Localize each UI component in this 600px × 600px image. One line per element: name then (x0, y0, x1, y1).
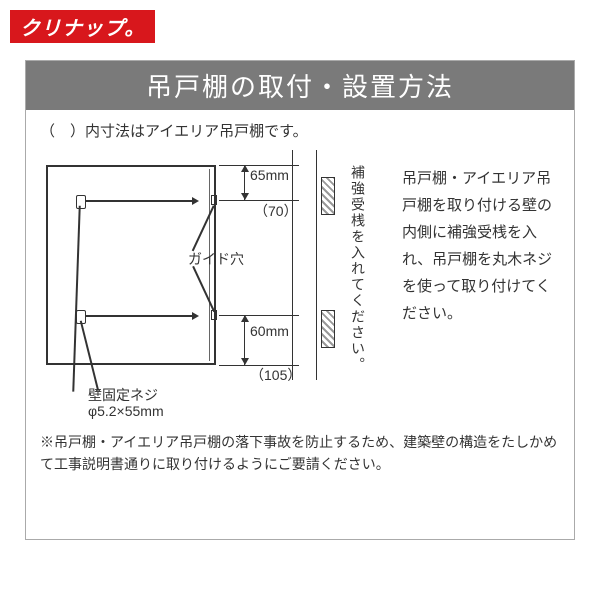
reinforce-block-top (321, 177, 335, 215)
dim-bottom-arrow (244, 315, 245, 365)
description-text: 吊戸棚・アイエリア吊戸棚を取り付ける壁の内側に補強受桟を入れ、吊戸棚を丸木ネジを… (396, 145, 564, 425)
dim-bottom-alt: （105） (250, 365, 301, 385)
installation-diagram: 65mm （70） 60mm （105） 補強受桟を入れてください。 ガイド穴 … (36, 145, 396, 425)
wall-line-1 (292, 150, 293, 380)
dim-top-alt: （70） (254, 201, 298, 221)
dim-top-arrow (244, 165, 245, 200)
wall-line-2 (316, 150, 317, 380)
guide-hole-label: ガイド穴 (188, 249, 244, 269)
screw-label-2: φ5.2×55mm (88, 403, 164, 419)
panel-title: 吊戸棚の取付・設置方法 (26, 61, 574, 110)
instruction-panel: 吊戸棚の取付・設置方法 （ ）内寸法はアイエリア吊戸棚です。 65mm （70） (25, 60, 575, 540)
dim-top-value: 65mm (250, 167, 289, 183)
tick-bot-a (219, 315, 299, 316)
screw-top (81, 200, 196, 202)
footnote: ※吊戸棚・アイエリア吊戸棚の落下事故を防止するため、建築壁の構造をたしかめて工事… (26, 425, 574, 486)
screw-bottom (81, 315, 196, 317)
tick-top-a (219, 165, 299, 166)
brand-logo: クリナップ。 (10, 10, 155, 43)
dim-bottom-value: 60mm (250, 323, 289, 339)
reinforce-block-bottom (321, 310, 335, 348)
panel-subtitle: （ ）内寸法はアイエリア吊戸棚です。 (26, 110, 574, 145)
reinforcement-note: 補強受桟を入れてください。 (348, 165, 368, 373)
panel-content: 65mm （70） 60mm （105） 補強受桟を入れてください。 ガイド穴 … (26, 145, 574, 425)
guide-hole-top (211, 195, 217, 205)
